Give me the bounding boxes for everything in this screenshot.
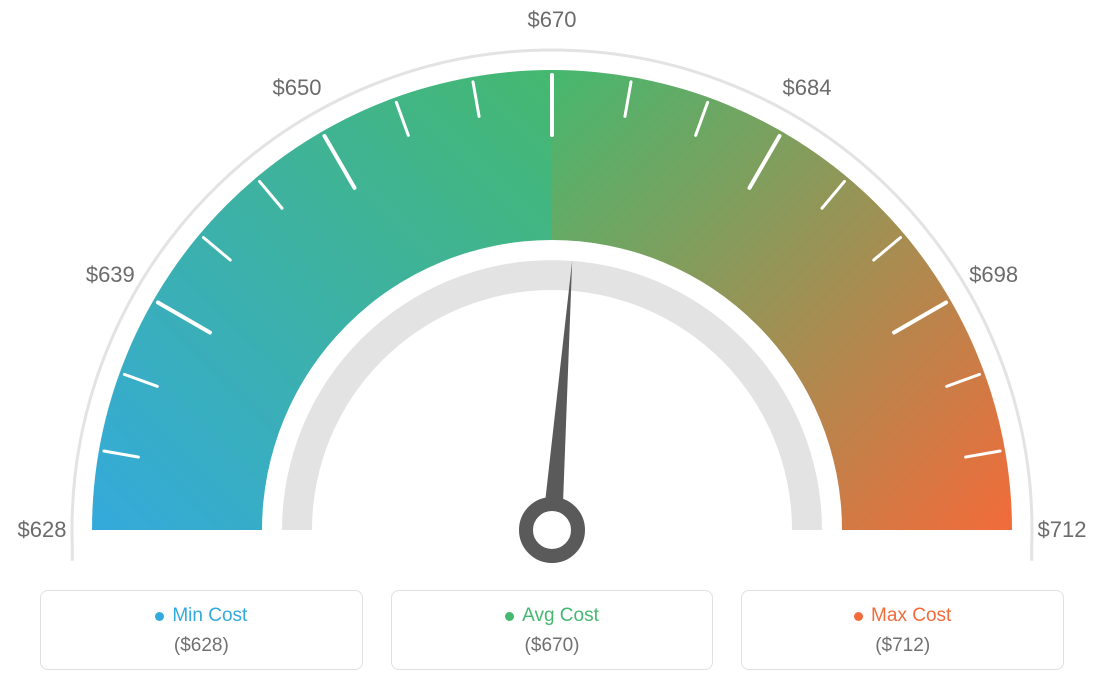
legend-avg-card: Avg Cost ($670) (391, 590, 714, 670)
gauge-tick-label: $712 (1038, 517, 1087, 543)
legend-min-value: ($628) (51, 635, 352, 657)
gauge-tick-label: $698 (969, 262, 1018, 288)
legend-avg-value: ($670) (402, 635, 703, 657)
gauge-tick-label: $670 (528, 7, 577, 33)
avg-dot-icon (505, 612, 514, 621)
cost-gauge-container: $628 $639 $650 $670 $684 $698 $712 Min Cost ($… (0, 0, 1104, 690)
gauge-tick-label: $639 (86, 262, 135, 288)
gauge-tick-label: $628 (18, 517, 67, 543)
legend-avg-label: Avg Cost (522, 605, 599, 627)
legend-max-label: Max Cost (871, 605, 951, 627)
legend-max-value: ($712) (752, 635, 1053, 657)
legend-min-label: Min Cost (172, 605, 247, 627)
legend-max-card: Max Cost ($712) (741, 590, 1064, 670)
legend-min-card: Min Cost ($628) (40, 590, 363, 670)
gauge-chart (0, 10, 1104, 570)
gauge-tick-label: $650 (273, 75, 322, 101)
min-dot-icon (155, 612, 164, 621)
gauge-tick-label: $684 (783, 75, 832, 101)
max-dot-icon (854, 612, 863, 621)
legend-row: Min Cost ($628) Avg Cost ($670) Max Cost… (0, 590, 1104, 670)
